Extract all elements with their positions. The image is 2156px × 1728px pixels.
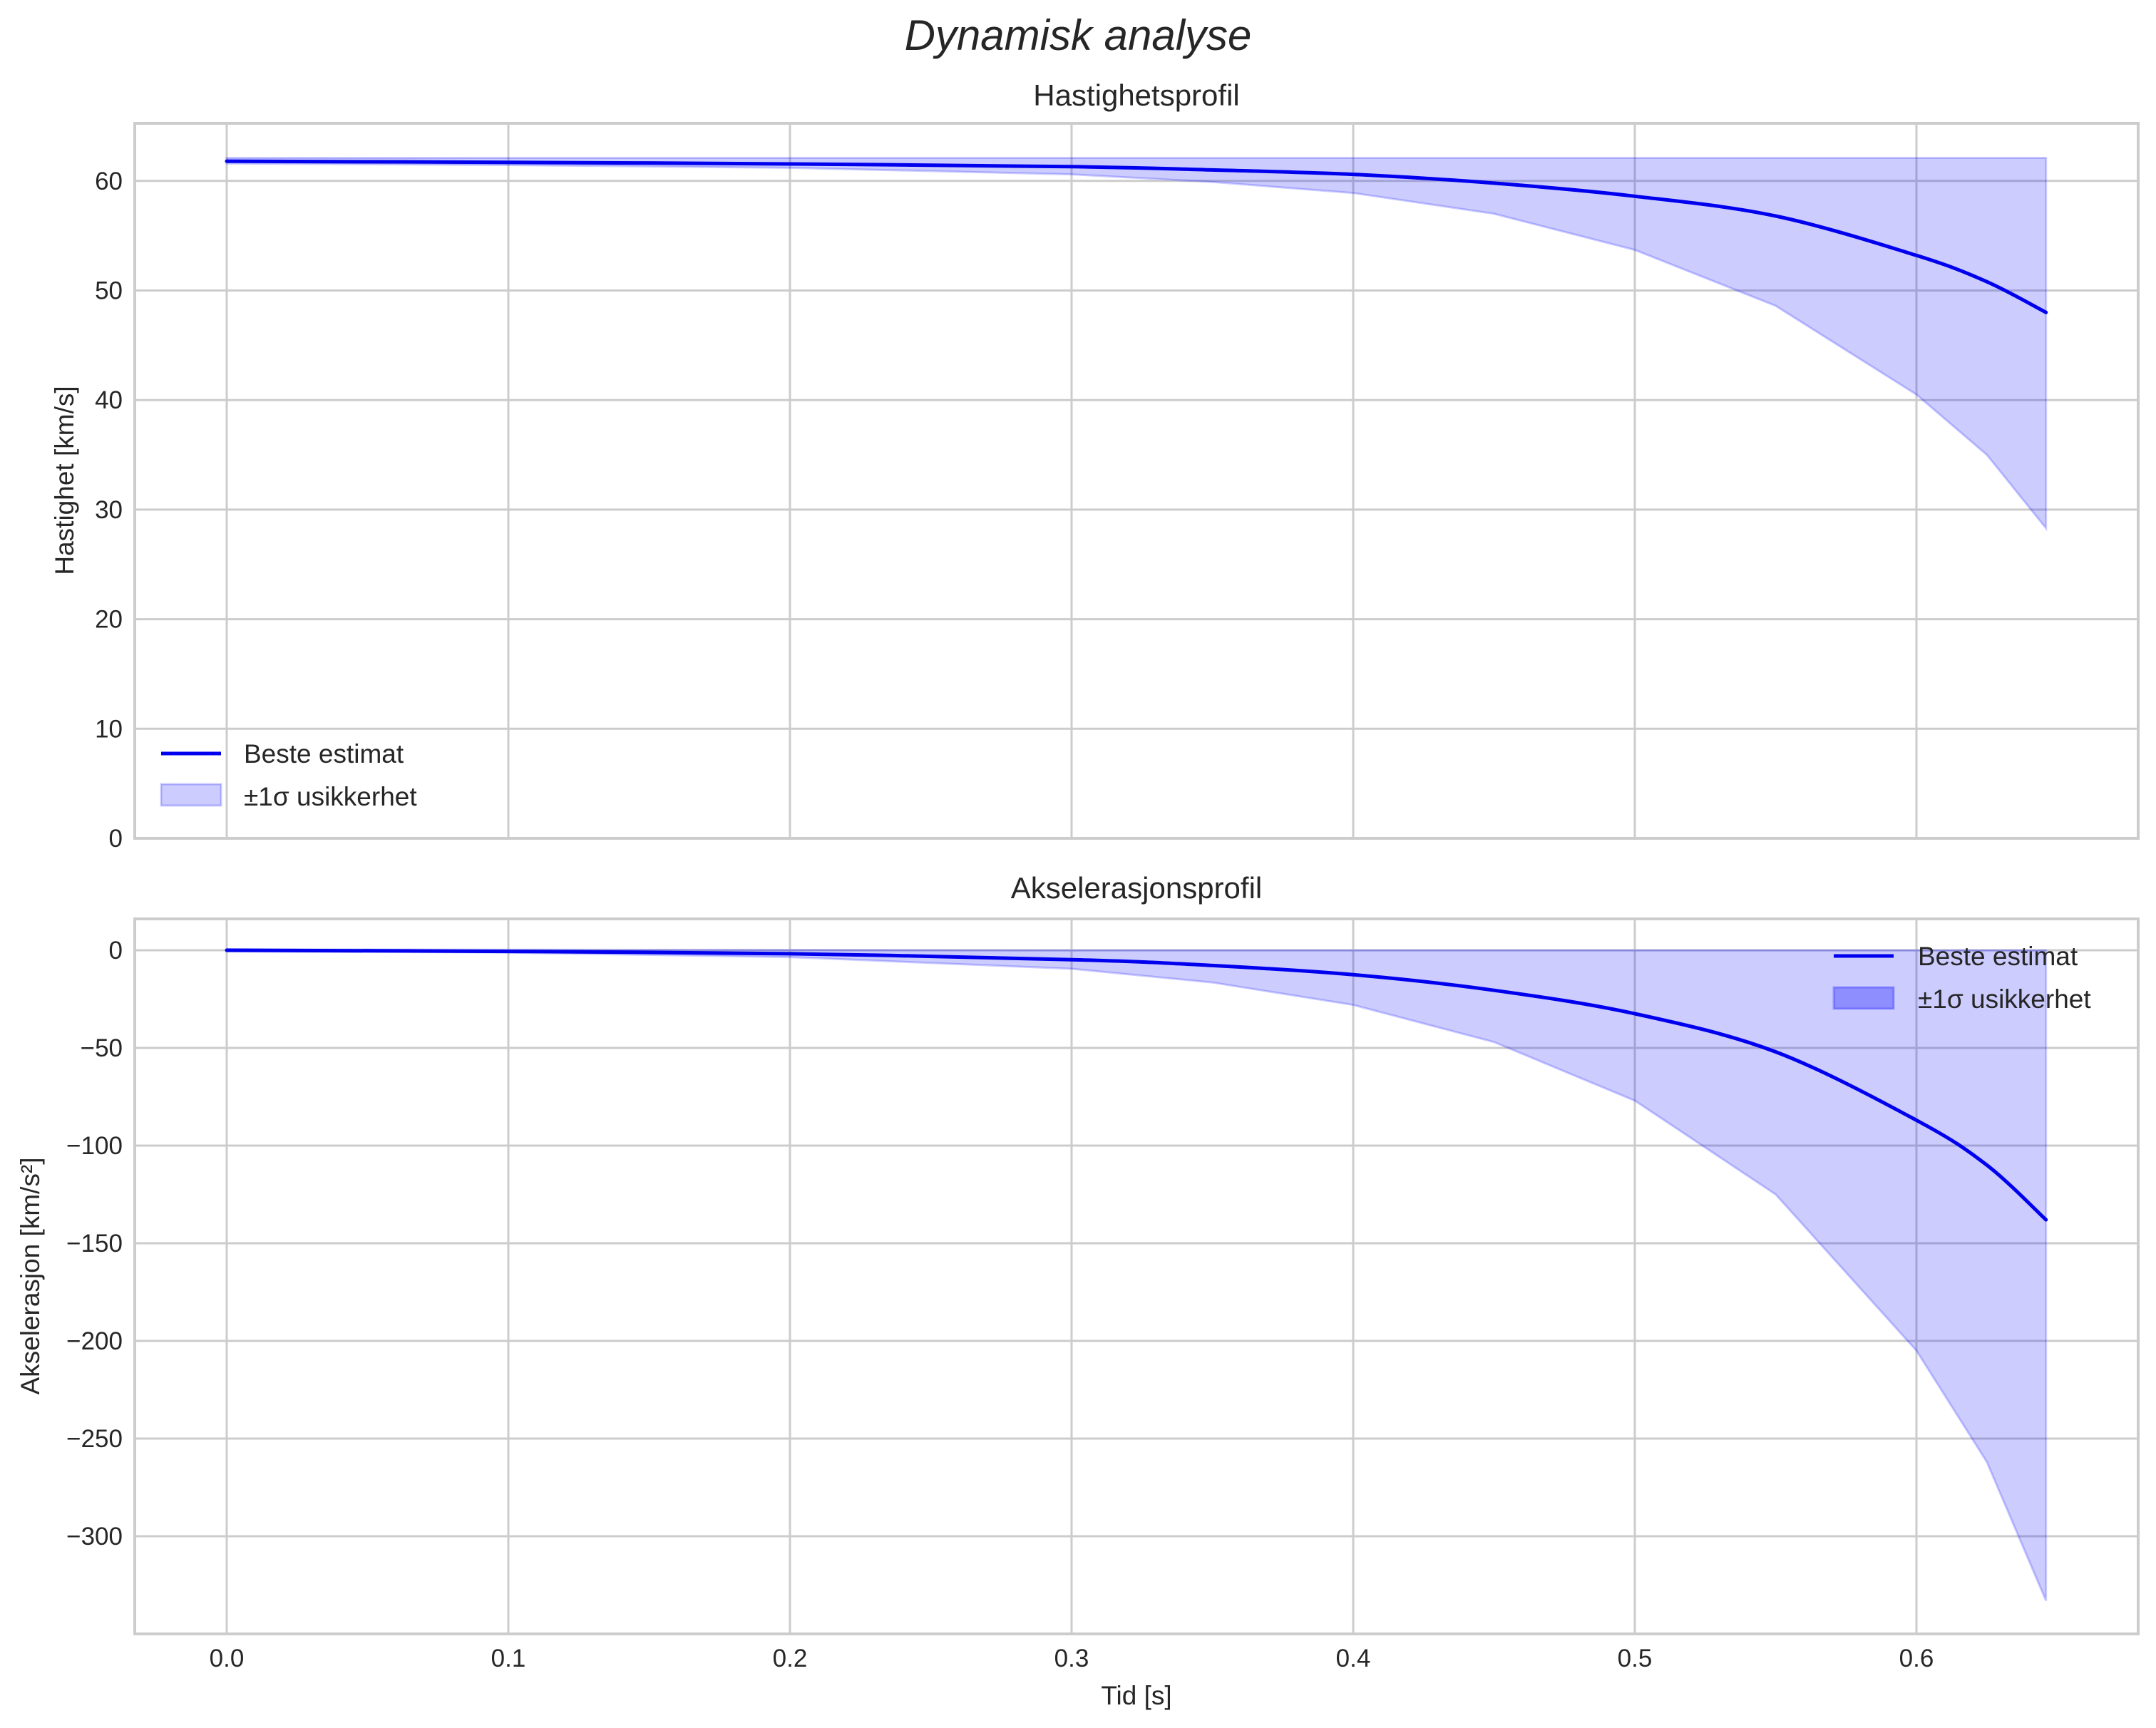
best-estimate-line [225, 948, 2048, 1222]
acceleration-y-ticks: 0 −50 −100 −150 −200 −250 −300 [66, 937, 123, 1550]
y-tick-label: 10 [95, 715, 123, 743]
y-tick-label: 0 [109, 937, 123, 965]
legend-label-estimate: Beste estimat [1918, 942, 2078, 971]
acceleration-chart-title: Akselerasjonsprofil [1011, 871, 1263, 905]
uncertainty-band [225, 948, 2048, 1601]
y-tick-label: −200 [66, 1327, 123, 1355]
x-tick-label: 0.4 [1336, 1645, 1371, 1672]
y-tick-label: −300 [66, 1523, 123, 1550]
velocity-chart: Hastighetsprofil 0 10 20 30 40 50 60 Hastighet… [50, 78, 2140, 853]
velocity-y-ticks: 0 10 20 30 40 50 60 [95, 168, 123, 853]
velocity-axes-frame [133, 122, 2140, 840]
x-tick-label: 0.6 [1899, 1645, 1934, 1672]
time-x-ticks: 0.0 0.1 0.2 0.3 0.4 0.5 0.6 [210, 1645, 1934, 1672]
y-tick-label: −250 [66, 1425, 123, 1453]
velocity-y-label: Hastighet [km/s] [50, 386, 79, 575]
x-tick-label: 0.0 [210, 1645, 245, 1672]
velocity-chart-title: Hastighetsprofil [1033, 78, 1239, 112]
acceleration-chart: Akselerasjonsprofil 0 −50 −100 −150 −200 −250… [16, 871, 2140, 1710]
y-tick-label: 20 [95, 606, 123, 634]
x-tick-label: 0.1 [491, 1645, 526, 1672]
y-tick-label: −150 [66, 1230, 123, 1258]
velocity-legend: Beste estimat ±1σ usikkerhet [160, 739, 417, 811]
uncertainty-band [225, 157, 2048, 532]
velocity-grid [135, 123, 2138, 840]
y-tick-label: 50 [95, 277, 123, 305]
y-tick-label: 60 [95, 168, 123, 195]
legend-label-estimate: Beste estimat [244, 739, 404, 768]
legend-label-uncertainty: ±1σ usikkerhet [244, 782, 417, 811]
figure-suptitle: Dynamisk analyse [905, 11, 1252, 59]
legend-band-swatch [160, 783, 222, 807]
time-x-label: Tid [s] [1101, 1681, 1171, 1710]
x-tick-label: 0.3 [1054, 1645, 1089, 1672]
velocity-plot-area [225, 157, 2048, 532]
best-estimate-line [225, 159, 2048, 314]
legend-band-swatch [1832, 986, 1895, 1010]
x-tick-label: 0.5 [1618, 1645, 1653, 1672]
y-tick-label: 0 [109, 825, 123, 853]
acceleration-y-label: Akselerasjon [km/s²] [16, 1157, 45, 1394]
x-tick-label: 0.2 [773, 1645, 808, 1672]
y-tick-label: 40 [95, 386, 123, 414]
acceleration-axes-frame [133, 917, 2140, 1635]
acceleration-plot-area [225, 948, 2048, 1601]
legend-label-uncertainty: ±1σ usikkerhet [1918, 984, 2091, 1014]
y-tick-label: −50 [81, 1034, 123, 1062]
acceleration-legend: Beste estimat ±1σ usikkerhet [1832, 942, 2091, 1014]
y-tick-label: −100 [66, 1132, 123, 1160]
y-tick-label: 30 [95, 496, 123, 524]
